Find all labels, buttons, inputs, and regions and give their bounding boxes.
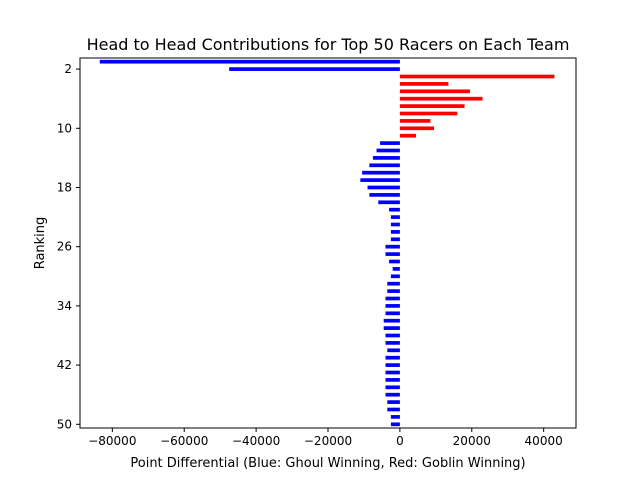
x-axis-label: Point Differential (Blue: Ghoul Winning,… [130, 456, 525, 471]
bar-rank-1 [99, 59, 400, 64]
bar-rank-13 [376, 148, 400, 153]
bar-rank-43 [385, 370, 400, 375]
bar-rank-23 [390, 222, 400, 227]
bar-rank-33 [385, 296, 400, 301]
bar-rank-42 [385, 363, 400, 367]
bar-rank-38 [385, 333, 400, 338]
bar-rank-36 [383, 318, 400, 323]
x-tick-label: 0 [396, 434, 404, 448]
y-tick-label: 10 [57, 121, 72, 135]
bar-rank-45 [385, 385, 400, 390]
bar-rank-19 [369, 193, 400, 197]
bar-rank-25 [390, 237, 400, 242]
bar-rank-37 [383, 326, 400, 330]
bar-rank-35 [385, 311, 400, 316]
bar-rank-5 [399, 89, 470, 94]
bar-rank-30 [390, 274, 400, 279]
x-tick-label: −60000 [160, 434, 208, 448]
bar-rank-10 [399, 126, 435, 131]
bar-rank-15 [369, 163, 400, 168]
x-axis-ticks: −80000 −60000 −40000 −20000 0 20000 40000 [88, 428, 563, 448]
bar-rank-29 [392, 267, 400, 271]
bar-rank-2 [229, 67, 400, 71]
bar-rank-14 [372, 156, 400, 160]
bar-rank-4 [399, 82, 449, 86]
bar-rank-8 [399, 111, 458, 116]
y-tick-label: 34 [57, 299, 72, 313]
x-tick-label: −40000 [232, 434, 280, 448]
bar-rank-21 [389, 207, 400, 212]
bar-rank-46 [385, 392, 400, 397]
chart-title: Head to Head Contributions for Top 50 Ra… [87, 35, 570, 54]
y-axis-ticks: 2 10 18 26 34 42 50 [57, 62, 80, 431]
bar-rank-26 [385, 244, 400, 249]
bar-rank-16 [362, 170, 400, 175]
bar-rank-31 [387, 281, 400, 286]
bar-rank-12 [380, 141, 400, 145]
x-tick-label: 40000 [525, 434, 563, 448]
bar-rank-17 [360, 178, 400, 182]
bar-rank-24 [390, 230, 400, 234]
y-tick-label: 26 [57, 240, 72, 254]
bar-rank-40 [387, 348, 400, 353]
bar-rank-6 [399, 96, 483, 101]
bar-rank-11 [399, 133, 417, 138]
bar-rank-39 [385, 341, 400, 345]
bar-rank-47 [387, 400, 400, 404]
bar-rank-3 [399, 74, 555, 79]
bar-rank-41 [385, 355, 400, 360]
x-tick-label: 20000 [453, 434, 491, 448]
bar-series [99, 59, 555, 427]
y-axis-label: Ranking [33, 217, 48, 270]
bar-rank-27 [385, 252, 400, 256]
bar-rank-48 [387, 407, 400, 412]
bar-rank-7 [399, 104, 465, 108]
bar-rank-34 [385, 304, 400, 308]
bar-rank-44 [385, 378, 400, 382]
bar-rank-22 [390, 215, 400, 219]
bar-rank-28 [389, 259, 400, 264]
x-tick-label: −80000 [88, 434, 136, 448]
bar-rank-32 [387, 289, 400, 293]
bar-rank-20 [378, 200, 400, 205]
y-tick-label: 18 [57, 181, 72, 195]
bar-rank-9 [399, 119, 431, 123]
bar-rank-49 [390, 415, 400, 419]
x-tick-label: −20000 [304, 434, 352, 448]
y-tick-label: 2 [64, 62, 72, 76]
bar-rank-18 [367, 185, 400, 190]
y-tick-label: 42 [57, 358, 72, 372]
y-tick-label: 50 [57, 417, 72, 431]
bar-rank-50 [390, 422, 400, 427]
